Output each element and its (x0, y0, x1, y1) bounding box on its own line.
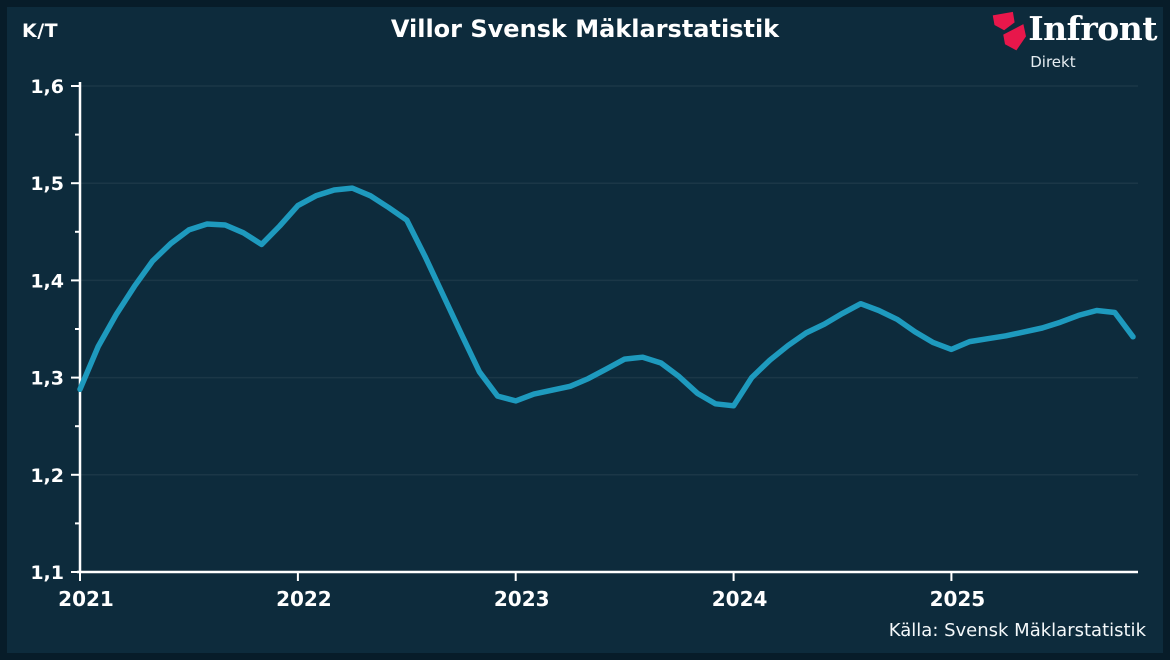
logo-wordmark: Infront (1028, 9, 1157, 48)
x-tick-label: 2024 (712, 587, 768, 611)
logo-subtitle: Direkt (1030, 53, 1076, 71)
logo-row: Infront (991, 9, 1157, 54)
chart-title: Villor Svensk Mäklarstatistik (390, 15, 780, 43)
x-tick-label: 2022 (276, 587, 332, 611)
infront-logo: Infront Direkt (991, 9, 1157, 71)
x-tick-label: 2025 (930, 587, 986, 611)
y-axis-unit-label: K/T (22, 20, 59, 42)
y-tick-label: 1,3 (30, 368, 64, 390)
y-tick-label: 1,1 (30, 562, 64, 584)
y-tick-label: 1,5 (30, 173, 64, 195)
infront-flag-icon (992, 11, 1027, 51)
x-tick-label: 2021 (58, 587, 114, 611)
y-tick-label: 1,2 (30, 465, 64, 487)
data-line (77, 185, 1136, 409)
source-caption: Källa: Svensk Mäklarstatistik (888, 620, 1146, 641)
y-tick-label: 1,6 (30, 76, 64, 98)
x-tick-label: 2023 (494, 587, 550, 611)
y-tick-label: 1,4 (30, 270, 64, 292)
